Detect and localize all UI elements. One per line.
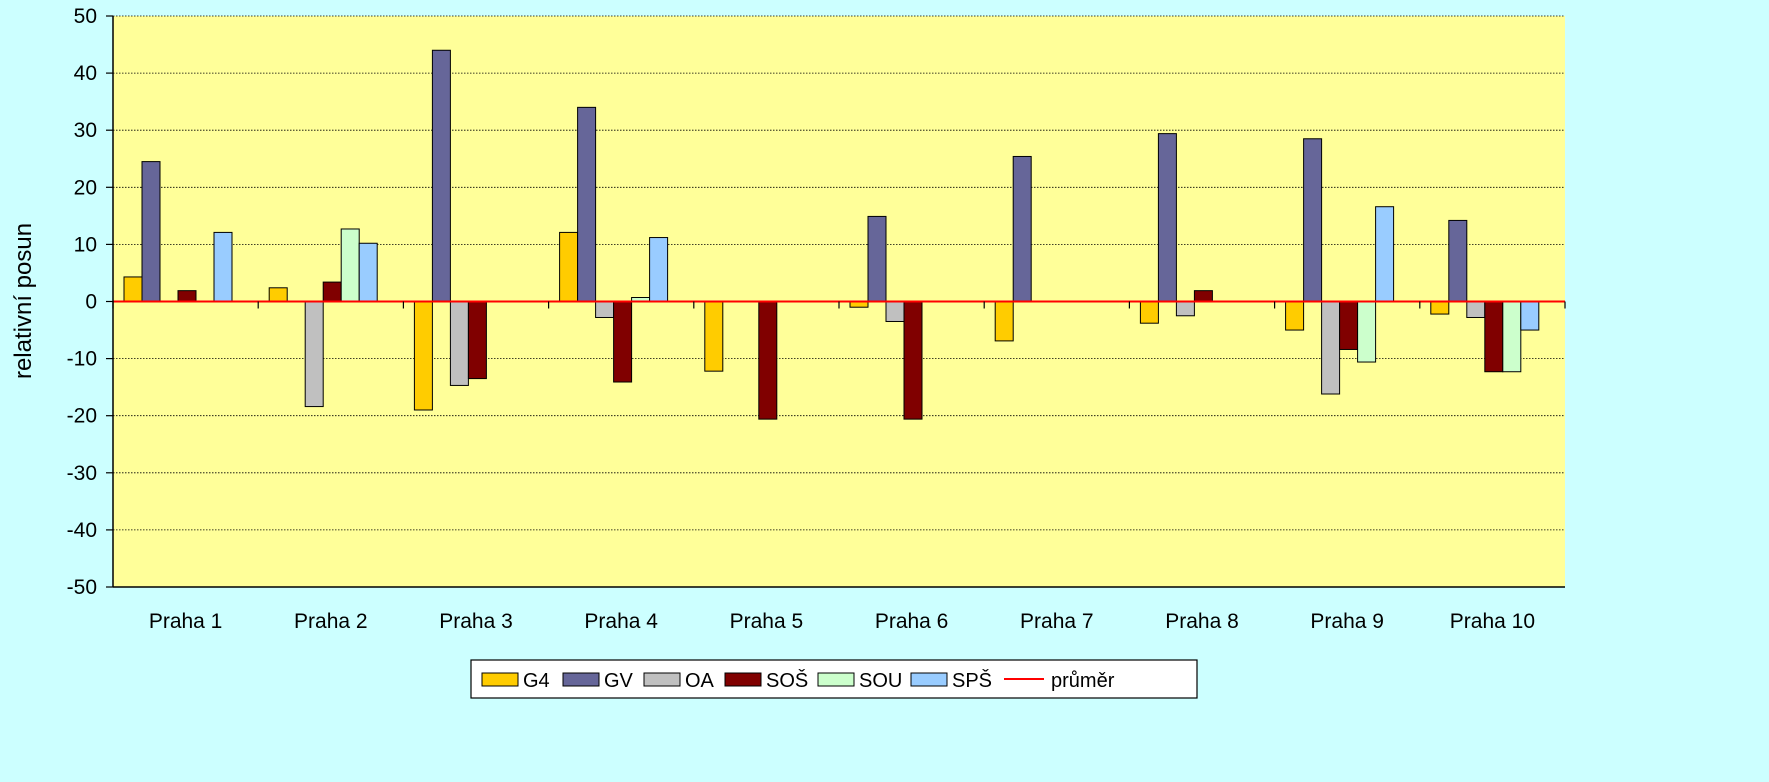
x-tick-label: Praha 6 [875, 610, 949, 633]
bar-soš-6 [904, 302, 922, 420]
legend-swatch-gv [563, 673, 599, 686]
bar-soš-10 [1485, 302, 1503, 372]
bar-gv-10 [1449, 220, 1467, 301]
bar-g4-4 [560, 232, 578, 301]
bar-gv-9 [1304, 139, 1322, 302]
bar-g4-5 [705, 302, 723, 372]
legend-label: SOU [859, 670, 902, 692]
bar-g4-8 [1140, 302, 1158, 324]
bar-oa-6 [886, 302, 904, 322]
y-axis-ticks: -50 -40 -30 -20 -10 0 10 20 30 40 50 [67, 5, 113, 599]
legend-swatch-g4 [482, 673, 518, 686]
y-tick-label: -20 [67, 405, 97, 428]
bar-oa-4 [596, 302, 614, 318]
y-tick-label: 0 [85, 291, 97, 314]
legend-swatch-spš [911, 673, 947, 686]
x-tick-label: Praha 8 [1165, 610, 1239, 633]
bar-soš-2 [323, 282, 341, 301]
bar-oa-3 [450, 302, 468, 386]
x-tick-label: Praha 10 [1450, 610, 1535, 633]
legend-swatch-soš [725, 673, 761, 686]
x-tick-label: Praha 7 [1020, 610, 1094, 633]
bar-oa-10 [1467, 302, 1485, 318]
y-tick-label: 50 [74, 5, 97, 28]
bar-oa-9 [1322, 302, 1340, 395]
bar-soš-4 [614, 302, 632, 383]
bar-soš-1 [178, 291, 196, 302]
bar-spš-10 [1521, 302, 1539, 331]
bar-spš-4 [650, 238, 668, 302]
x-tick-label: Praha 9 [1310, 610, 1384, 633]
x-tick-label: Praha 2 [294, 610, 368, 633]
bar-sou-2 [341, 229, 359, 302]
x-tick-label: Praha 4 [584, 610, 658, 633]
x-tick-label: Praha 3 [439, 610, 513, 633]
bar-sou-10 [1503, 302, 1521, 372]
legend-label: GV [604, 670, 634, 692]
bar-g4-9 [1286, 302, 1304, 331]
legend-label: G4 [523, 670, 550, 692]
bar-oa-2 [305, 302, 323, 407]
legend-swatch-sou [818, 673, 854, 686]
bar-gv-7 [1013, 156, 1031, 301]
bar-soš-5 [759, 302, 777, 420]
bar-sou-9 [1358, 302, 1376, 363]
x-tick-label: Praha 5 [730, 610, 804, 633]
bar-gv-3 [432, 50, 450, 301]
y-tick-label: 10 [74, 233, 97, 256]
bar-spš-9 [1376, 207, 1394, 302]
y-tick-label: 40 [74, 62, 97, 85]
bar-oa-8 [1176, 302, 1194, 316]
bar-soš-8 [1194, 291, 1212, 302]
bar-gv-8 [1158, 134, 1176, 302]
legend-swatch-oa [644, 673, 680, 686]
bar-soš-3 [468, 302, 486, 379]
bar-g4-1 [124, 277, 142, 302]
bar-gv-6 [868, 216, 886, 301]
bar-gv-1 [142, 162, 160, 302]
y-tick-label: -10 [67, 348, 97, 371]
y-tick-label: -40 [67, 519, 97, 542]
x-axis-labels: Praha 1 Praha 2 Praha 3 Praha 4 Praha 5 Praha… [149, 610, 1535, 633]
y-tick-label: -30 [67, 462, 97, 485]
bar-spš-1 [214, 232, 232, 301]
x-tick-label: Praha 1 [149, 610, 223, 633]
legend-label: průměr [1051, 670, 1115, 692]
legend: G4 GV OA SOŠ SOU SPŠ průměr [471, 660, 1197, 698]
bar-g4-3 [414, 302, 432, 410]
y-axis-title: relativní posun [10, 223, 37, 379]
y-tick-label: 20 [74, 176, 97, 199]
y-tick-label: -50 [67, 576, 97, 599]
bar-soš-9 [1340, 302, 1358, 350]
y-tick-label: 30 [74, 119, 97, 142]
bar-g4-7 [995, 302, 1013, 341]
legend-label: OA [685, 670, 715, 692]
bar-spš-2 [359, 243, 377, 301]
bar-g4-2 [269, 288, 287, 302]
legend-label: SPŠ [952, 669, 992, 692]
bar-g4-10 [1431, 302, 1449, 315]
legend-label: SOŠ [766, 669, 808, 692]
bar-gv-4 [578, 107, 596, 301]
